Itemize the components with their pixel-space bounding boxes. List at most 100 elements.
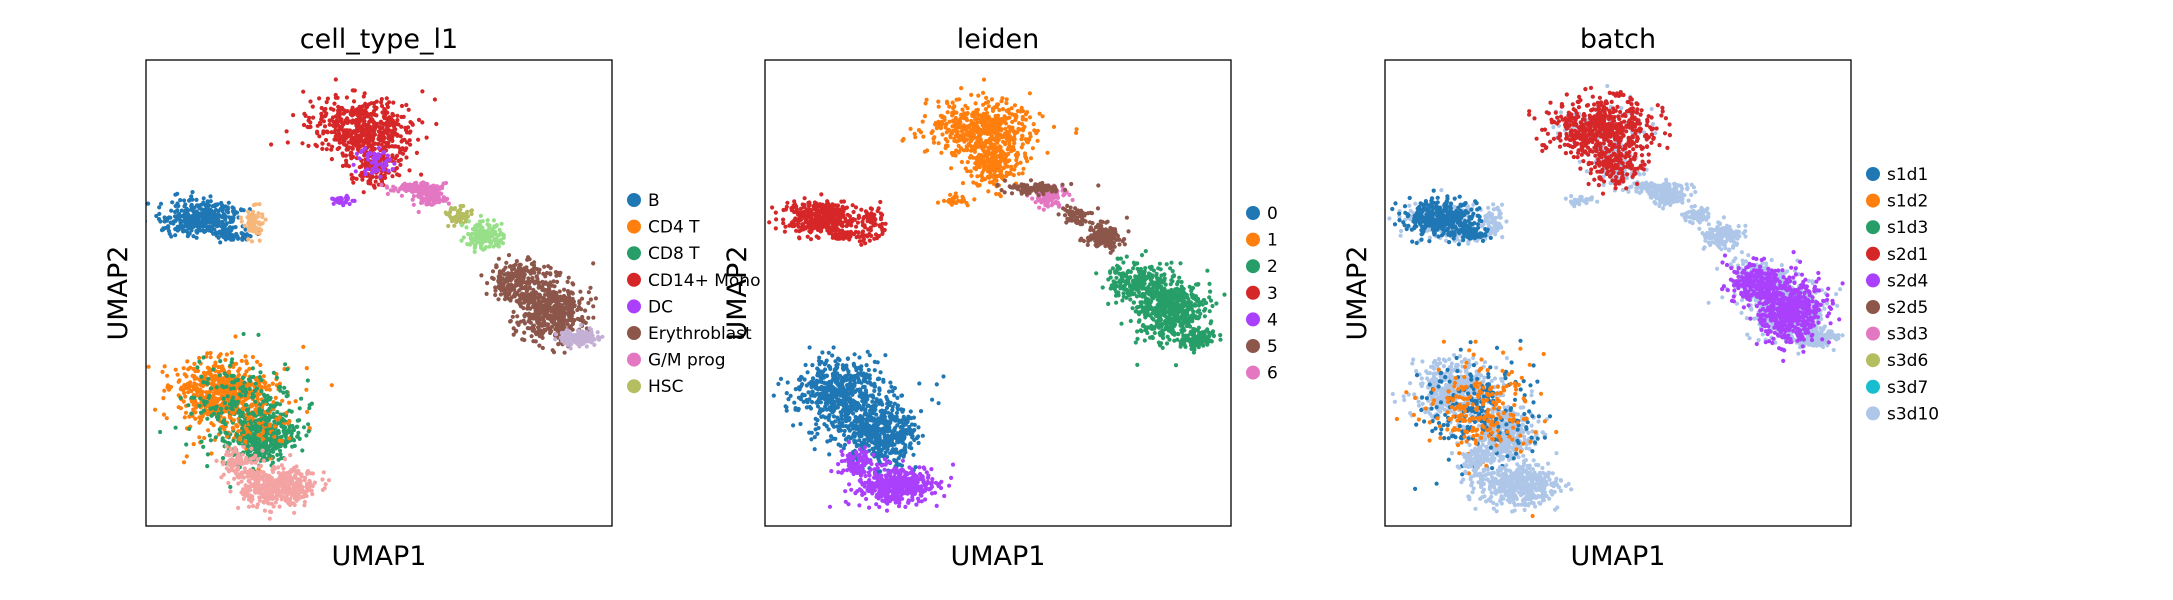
scatter-point <box>417 193 422 198</box>
scatter-point <box>557 273 562 278</box>
scatter-point <box>382 135 387 140</box>
scatter-point <box>492 224 497 229</box>
scatter-point <box>315 131 320 136</box>
scatter-point <box>162 364 167 369</box>
scatter-point <box>1037 111 1042 116</box>
scatter-point <box>239 479 244 484</box>
scatter-point <box>973 141 979 146</box>
scatter-point <box>257 202 262 207</box>
scatter-point <box>962 116 967 121</box>
scatter-point <box>252 477 258 482</box>
scatter-point <box>399 124 404 129</box>
scatter-point <box>303 491 308 496</box>
scatter-point <box>341 121 346 126</box>
scatter-point <box>954 148 959 153</box>
scatter-point <box>333 134 338 139</box>
scatter-point <box>208 194 213 199</box>
scatter-point <box>420 89 425 94</box>
scatter-point <box>265 393 270 398</box>
scatter-point <box>337 109 342 114</box>
scatter-point <box>965 160 970 165</box>
scatter-point <box>1007 141 1012 147</box>
scatter-point <box>568 317 573 323</box>
scatter-point <box>256 332 261 337</box>
scatter-point <box>184 229 189 234</box>
scatter-point <box>399 193 404 198</box>
scatter-point <box>168 215 173 220</box>
scatter-point <box>499 288 504 293</box>
scatter-point <box>249 476 254 481</box>
scatter-point <box>291 426 296 432</box>
legend-label: CD8 T <box>648 244 700 264</box>
scatter-point <box>1020 117 1025 122</box>
scatter-point <box>472 249 477 254</box>
scatter-point <box>544 309 550 314</box>
scatter-point <box>274 496 279 502</box>
scatter-point <box>548 280 553 285</box>
scatter-point <box>416 117 422 122</box>
scatter-point <box>245 474 251 479</box>
scatter-point <box>213 396 218 401</box>
scatter-point <box>345 133 350 138</box>
scatter-point <box>1032 128 1037 133</box>
scatter-point <box>234 423 239 428</box>
scatter-point <box>243 402 249 408</box>
scatter-point <box>504 278 509 284</box>
scatter-point <box>578 317 583 323</box>
scatter-point <box>223 357 228 362</box>
scatter-point <box>982 122 987 127</box>
scatter-point <box>394 153 400 158</box>
scatter-point <box>923 101 928 106</box>
scatter-point <box>296 430 301 435</box>
scatter-point <box>279 463 284 468</box>
scatter-point <box>162 388 167 393</box>
scatter-point <box>470 240 475 245</box>
scatter-point <box>951 118 956 123</box>
scatter-point <box>371 128 376 133</box>
scatter-point <box>253 460 258 465</box>
scatter-point <box>539 316 544 321</box>
scatter-point <box>199 439 204 444</box>
scatter-point <box>251 456 256 461</box>
scatter-point <box>202 435 207 441</box>
scatter-point <box>358 110 363 115</box>
scatter-point <box>244 361 249 366</box>
scatter-point <box>466 219 471 224</box>
scatter-point <box>200 222 205 228</box>
scatter-point <box>288 453 293 458</box>
scatter-point <box>250 424 255 429</box>
scatter-point <box>310 104 315 109</box>
scatter-point <box>981 102 986 107</box>
scatter-point <box>972 114 977 119</box>
scatter-point <box>153 407 158 412</box>
scatter-point <box>360 177 365 182</box>
scatter-point <box>200 215 205 220</box>
scatter-point <box>267 453 273 458</box>
scatter-point <box>513 282 519 287</box>
scatter-point <box>281 472 286 477</box>
scatter-point <box>259 384 264 389</box>
scatter-point <box>342 110 347 115</box>
scatter-point <box>405 187 411 192</box>
scatter-point <box>936 141 941 146</box>
scatter-point <box>924 97 929 102</box>
legend-marker <box>627 352 641 367</box>
scatter-point <box>270 469 276 475</box>
scatter-point <box>240 452 245 457</box>
y-axis-label: UMAP2 <box>103 246 134 341</box>
scatter-point <box>280 398 285 403</box>
scatter-point <box>383 130 388 135</box>
scatter-point <box>466 231 471 237</box>
scatter-point <box>208 355 213 360</box>
scatter-point <box>553 337 558 342</box>
scatter-point <box>267 387 272 392</box>
scatter-point <box>531 327 537 332</box>
scatter-point <box>973 128 978 133</box>
scatter-point <box>542 313 548 318</box>
scatter-point <box>951 106 956 111</box>
scatter-point <box>345 128 350 133</box>
scatter-point <box>191 224 196 229</box>
scatter-point <box>363 172 368 177</box>
scatter-point <box>441 181 446 186</box>
scatter-point <box>395 132 400 137</box>
